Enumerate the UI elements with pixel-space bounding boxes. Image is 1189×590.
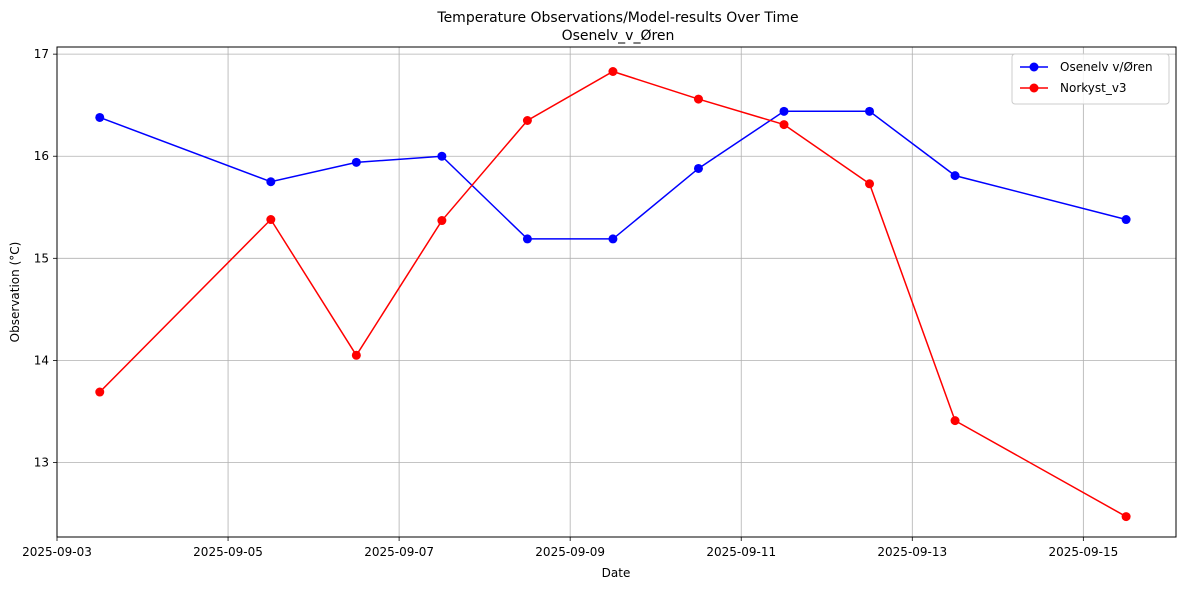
data-point: [266, 215, 276, 225]
legend-label-norkyst: Norkyst_v3: [1060, 81, 1127, 95]
data-point: [437, 151, 447, 161]
data-point: [351, 157, 361, 167]
legend-box: [1011, 53, 1170, 105]
legend: Osenelv v/Øren Norkyst_v3: [1011, 53, 1170, 105]
data-point: [693, 163, 703, 173]
x-tick-label: 2025-09-07: [364, 545, 434, 559]
series-1: [95, 67, 1131, 522]
data-point: [95, 387, 105, 397]
x-tick-label: 2025-09-11: [706, 545, 776, 559]
y-tick-label: 16: [34, 149, 49, 163]
data-point: [779, 106, 789, 116]
legend-label-osenelv: Osenelv v/Øren: [1060, 60, 1153, 74]
data-point: [522, 116, 532, 125]
data-point: [351, 350, 361, 360]
data-point: [437, 216, 447, 226]
data-point: [522, 234, 532, 244]
chart-title: Temperature Observations/Model-results O…: [436, 10, 798, 26]
data-point: [950, 416, 960, 426]
x-tick-label: 2025-09-09: [535, 545, 605, 559]
x-tick-label: 2025-09-05: [193, 545, 263, 559]
y-axis-label: Observation (°C): [8, 242, 22, 343]
data-point: [608, 234, 618, 244]
data-point: [608, 67, 618, 76]
x-tick-label: 2025-09-13: [877, 545, 947, 559]
y-tick-label: 13: [34, 455, 49, 469]
data-point: [1121, 215, 1131, 225]
data-point: [693, 94, 703, 104]
x-axis-label: Date: [602, 566, 631, 580]
y-tick-label: 14: [34, 353, 49, 367]
data-point: [950, 171, 960, 181]
data-point: [865, 106, 875, 116]
chart-subtitle: Osenelv_v_Øren: [562, 28, 675, 44]
data-point: [779, 120, 789, 130]
data-point: [95, 112, 105, 122]
axis-ticks: 2025-09-03 2025-09-05 2025-09-07 2025-09-09…: [22, 47, 1118, 559]
plot-frame: [56, 46, 1177, 538]
x-tick-label: 2025-09-15: [1048, 545, 1118, 559]
legend-marker-osenelv: [1029, 62, 1039, 72]
series-group: [95, 67, 1131, 522]
data-point: [1121, 512, 1131, 522]
data-point: [865, 179, 875, 189]
legend-marker-norkyst: [1029, 83, 1039, 93]
data-point: [266, 177, 276, 187]
y-tick-label: 17: [34, 47, 49, 61]
series-0: [95, 106, 1131, 244]
grid: [56, 47, 1176, 537]
x-tick-label: 2025-09-03: [22, 545, 92, 559]
y-tick-label: 15: [34, 251, 49, 265]
